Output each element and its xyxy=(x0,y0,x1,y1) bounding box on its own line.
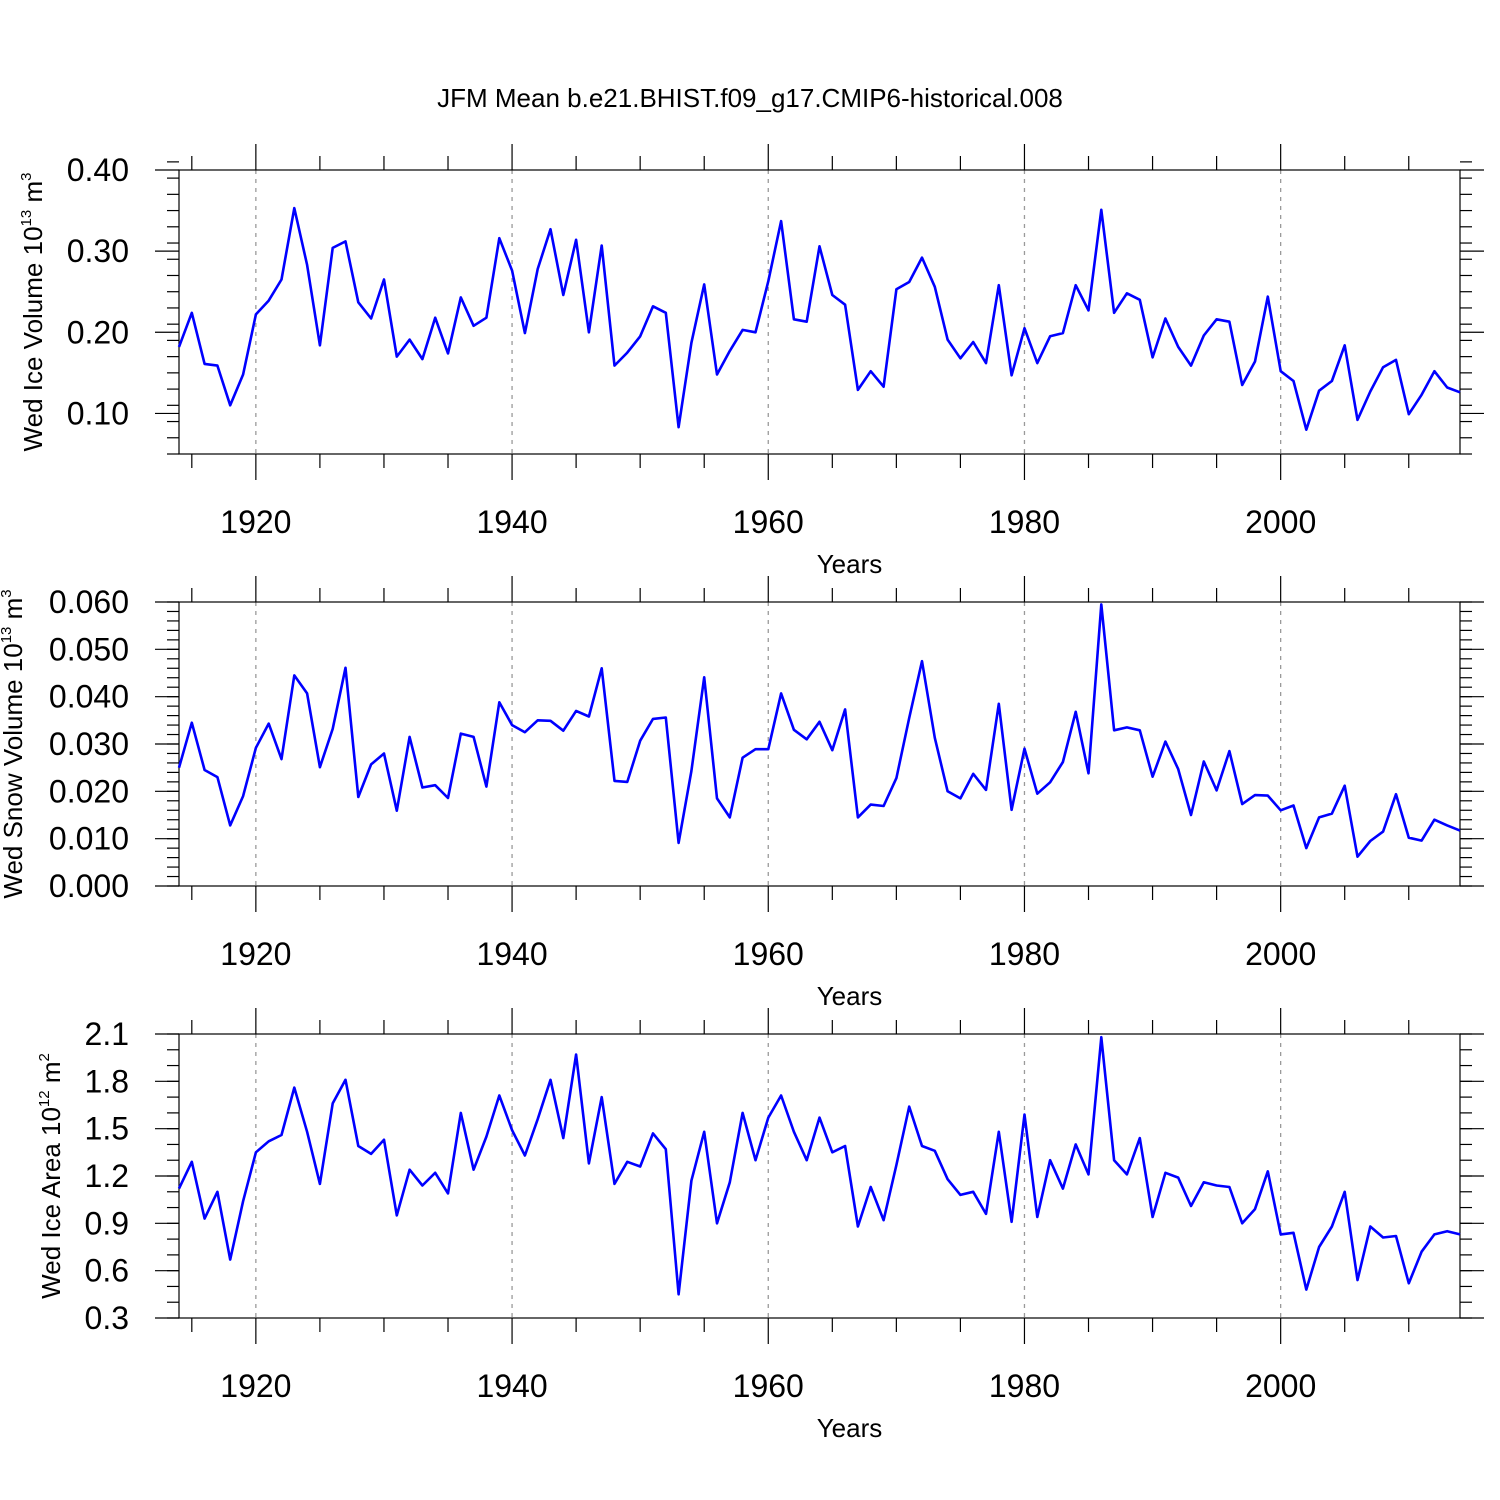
chart-title: JFM Mean b.e21.BHIST.f09_g17.CMIP6-histo… xyxy=(437,83,1063,113)
x-tick-label: 1940 xyxy=(476,504,547,540)
series-line-middle xyxy=(177,603,1461,859)
x-tick-label: 1940 xyxy=(476,936,547,972)
y-tick-label: 0.40 xyxy=(67,152,129,188)
y-tick-label: 0.20 xyxy=(67,314,129,350)
x-tick-label: 2000 xyxy=(1245,1368,1316,1404)
x-tick-label: 1980 xyxy=(989,504,1060,540)
x-axis-title: Years xyxy=(817,1413,883,1443)
x-tick-label: 1940 xyxy=(476,1368,547,1404)
y-tick-label: 0.050 xyxy=(49,631,129,667)
y-tick-label: 0.000 xyxy=(49,868,129,904)
x-tick-label: 1920 xyxy=(220,936,291,972)
y-tick-label: 0.10 xyxy=(67,395,129,431)
plot-frame xyxy=(178,169,1461,455)
y-tick-label: 1.8 xyxy=(85,1063,129,1099)
panel-top: 1920 1940 1960 1980 2000 0.10 0.20 0.30 0.40 Year… xyxy=(18,144,1484,579)
x-tick-label: 1960 xyxy=(733,504,804,540)
y-tick-label: 0.060 xyxy=(49,584,129,620)
panel-middle: 1920 1940 1960 1980 2000 0.000 0.010 0.020 0.030… xyxy=(0,576,1484,1011)
y-axis-title: Wed Ice Volume 1013 m3 xyxy=(18,173,48,452)
x-tick-label: 1920 xyxy=(220,504,291,540)
y-axis-title: Wed Snow Volume 1013 m3 xyxy=(0,589,28,898)
x-axis-title: Years xyxy=(817,549,883,579)
panel-bottom: 1920 1940 1960 1980 2000 0.3 0.6 0.9 1.2 1.5 1.8 2.… xyxy=(36,1008,1484,1443)
y-tick-label: 0.30 xyxy=(67,233,129,269)
x-axis-title: Years xyxy=(817,981,883,1011)
series-line-bottom xyxy=(177,1035,1461,1296)
y-tick-label: 0.3 xyxy=(85,1300,129,1336)
x-tick-label: 2000 xyxy=(1245,936,1316,972)
x-tick-label: 1920 xyxy=(220,1368,291,1404)
series-line-top xyxy=(177,206,1461,432)
y-tick-label: 0.040 xyxy=(49,679,129,715)
y-tick-label: 2.1 xyxy=(85,1016,129,1052)
x-tick-label: 2000 xyxy=(1245,504,1316,540)
y-tick-label: 1.2 xyxy=(85,1158,129,1194)
x-tick-label: 1960 xyxy=(733,1368,804,1404)
y-axis-title: Wed Ice Area 1012 m2 xyxy=(36,1053,66,1299)
y-tick-label: 0.6 xyxy=(85,1253,129,1289)
x-tick-label: 1980 xyxy=(989,936,1060,972)
x-tick-label: 1960 xyxy=(733,936,804,972)
y-tick-label: 1.5 xyxy=(85,1111,129,1147)
y-tick-label: 0.010 xyxy=(49,821,129,857)
y-tick-label: 0.030 xyxy=(49,726,129,762)
y-tick-label: 0.020 xyxy=(49,773,129,809)
y-tick-label: 0.9 xyxy=(85,1205,129,1241)
plot-frame xyxy=(178,601,1461,887)
x-tick-label: 1980 xyxy=(989,1368,1060,1404)
